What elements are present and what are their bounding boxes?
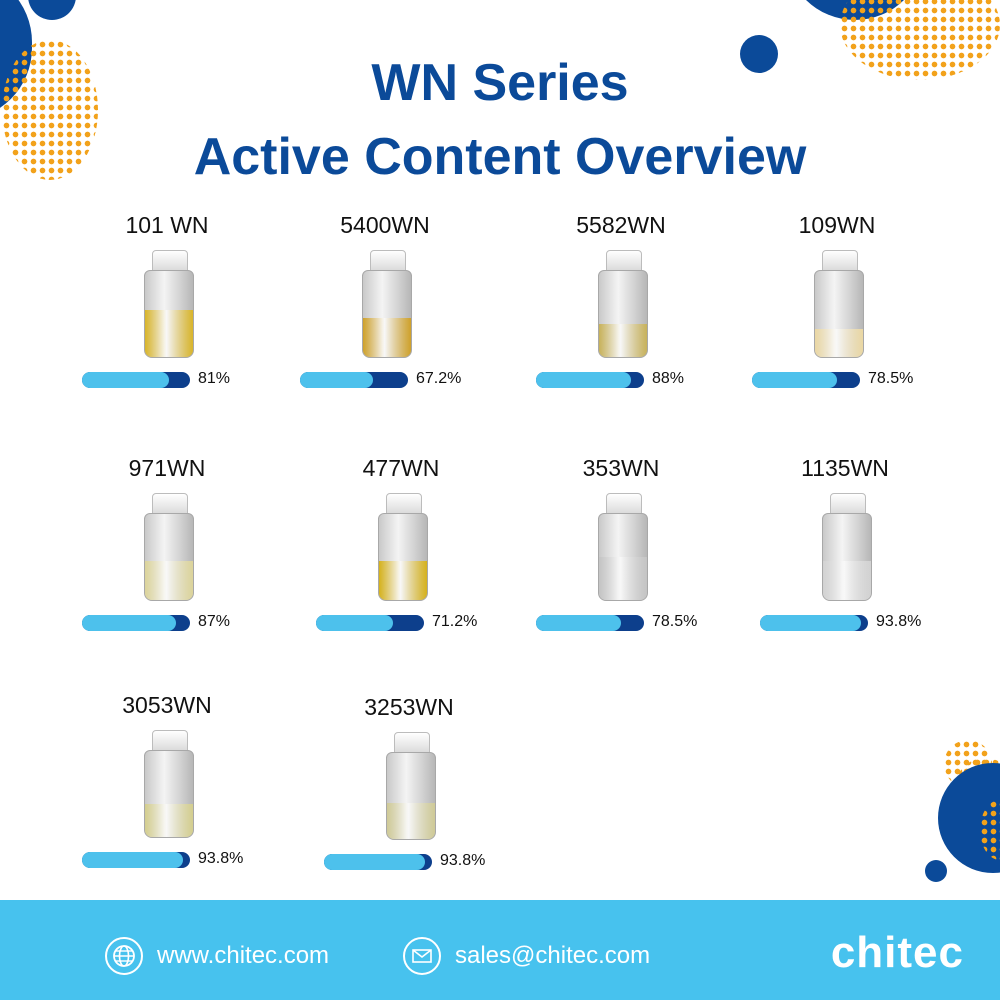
sample-bottle-image: [386, 732, 436, 842]
product-name: 971WN: [128, 455, 206, 481]
orange-dots-decoration-top-left: [2, 40, 98, 180]
product-name: 5582WN: [576, 212, 666, 238]
active-content-bar-fill: [316, 615, 393, 631]
active-content-percent: 93.8%: [876, 613, 922, 630]
active-content-bar: [82, 852, 190, 868]
sample-bottle-image: [144, 730, 194, 840]
active-content-percent: 78.5%: [652, 613, 698, 630]
product-card: 3253WN 93.8%: [324, 694, 554, 904]
active-content-bar: [760, 615, 868, 631]
sample-bottle-image: [822, 493, 872, 603]
footer-bar: www.chitec.com sales@chitec.com chitec: [0, 900, 1000, 1000]
product-name: 1135WN: [801, 455, 889, 481]
product-card: 3053WN 93.8%: [82, 692, 312, 902]
product-name: 101 WN: [125, 212, 209, 238]
sample-bottle-image: [144, 493, 194, 603]
bottle-liquid: [145, 804, 193, 837]
envelope-icon: [403, 937, 441, 975]
active-content-bar: [752, 372, 860, 388]
bottle-body: [386, 752, 436, 840]
product-name: 5400WN: [340, 212, 430, 238]
active-content-percent: 71.2%: [432, 613, 478, 630]
page-title-line-2: Active Content Overview: [193, 128, 807, 186]
globe-icon: [105, 937, 143, 975]
active-content-bar-fill: [536, 615, 621, 631]
product-name: 3053WN: [122, 692, 212, 718]
sample-bottle-image: [814, 250, 864, 360]
bottle-liquid: [145, 561, 193, 600]
active-content-bar-fill: [760, 615, 862, 631]
active-content-percent: 93.8%: [198, 850, 244, 867]
bottle-body: [362, 270, 412, 358]
active-content-bar: [324, 854, 432, 870]
bottle-body: [144, 513, 194, 601]
email-link[interactable]: sales@chitec.com: [455, 942, 651, 969]
product-card: 971WN 87%: [82, 455, 312, 665]
orange-dots-decoration-bottom-right-overlay: [980, 800, 1000, 860]
active-content-bar: [536, 372, 644, 388]
sample-bottle-image: [362, 250, 412, 360]
bottle-liquid: [145, 309, 193, 357]
navy-dot-decoration-top-right: [740, 35, 778, 73]
navy-dot-decoration-bottom-right: [925, 860, 947, 882]
bottle-liquid: [815, 329, 863, 357]
active-content-bar-fill: [82, 615, 176, 631]
bottle-liquid: [363, 318, 411, 357]
product-card: 1135WN 93.8%: [760, 455, 990, 665]
bottle-liquid: [599, 324, 647, 357]
active-content-percent: 87%: [198, 613, 231, 630]
product-name: 477WN: [362, 455, 440, 481]
active-content-percent: 93.8%: [440, 852, 486, 869]
active-content-bar-fill: [82, 372, 170, 388]
active-content-bar-fill: [536, 372, 632, 388]
product-name: 353WN: [582, 455, 660, 481]
chitec-logo: chitec: [830, 928, 964, 977]
product-card: 5400WN 67.2%: [300, 212, 530, 422]
product-card: 353WN 78.5%: [536, 455, 766, 665]
bottle-body: [378, 513, 428, 601]
sample-bottle-image: [598, 250, 648, 360]
active-content-bar: [300, 372, 408, 388]
navy-circle-decoration-top-left-small: [28, 0, 76, 20]
bottle-body: [598, 513, 648, 601]
product-card: 109WN 78.5%: [752, 212, 982, 422]
email-contact[interactable]: sales@chitec.com: [403, 937, 650, 975]
active-content-bar-fill: [324, 854, 426, 870]
bottle-body: [822, 513, 872, 601]
active-content-bar-fill: [82, 852, 184, 868]
product-card: 5582WN 88%: [536, 212, 766, 422]
active-content-bar: [82, 615, 190, 631]
active-content-percent: 78.5%: [868, 370, 914, 387]
product-card: 101 WN 81%: [82, 212, 312, 422]
bottle-liquid: [387, 802, 435, 839]
active-content-bar: [82, 372, 190, 388]
sample-bottle-image: [598, 493, 648, 603]
product-name: 109WN: [798, 212, 876, 238]
bottle-body: [144, 750, 194, 838]
active-content-bar-fill: [300, 372, 373, 388]
active-content-bar: [536, 615, 644, 631]
bottle-liquid: [379, 561, 427, 600]
page-title-line-1: WN Series: [371, 54, 629, 112]
bottle-body: [598, 270, 648, 358]
active-content-percent: 88%: [652, 370, 685, 387]
bottle-liquid: [823, 561, 871, 600]
active-content-bar-fill: [752, 372, 837, 388]
active-content-percent: 67.2%: [416, 370, 462, 387]
bottle-body: [814, 270, 864, 358]
website-link[interactable]: www.chitec.com: [157, 942, 330, 969]
product-card: 477WN 71.2%: [316, 455, 546, 665]
bottle-liquid: [599, 557, 647, 600]
sample-bottle-image: [144, 250, 194, 360]
website-contact[interactable]: www.chitec.com: [105, 937, 329, 975]
bottle-body: [144, 270, 194, 358]
active-content-bar: [316, 615, 424, 631]
active-content-percent: 81%: [198, 370, 231, 387]
sample-bottle-image: [378, 493, 428, 603]
product-name: 3253WN: [364, 694, 454, 720]
